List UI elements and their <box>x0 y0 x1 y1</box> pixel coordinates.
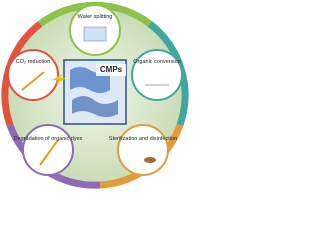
node-label: Organic conversion <box>133 59 180 65</box>
center-label: CMPs <box>100 65 123 74</box>
light-icon <box>52 74 66 84</box>
node-label: Degradation of organic dyes <box>14 136 83 142</box>
icon <box>83 26 107 42</box>
node-label: Sterilization and disinfection <box>109 136 177 142</box>
icon <box>144 157 156 163</box>
label-bg <box>96 64 126 76</box>
node-label: Water splitting <box>78 14 113 20</box>
node-circle <box>7 49 59 101</box>
diagram: Water splitting Organic conversion Steri… <box>1 1 189 189</box>
icon <box>39 139 59 166</box>
node-label: CO₂ reduction <box>16 59 51 65</box>
icon <box>21 71 45 91</box>
node-circle <box>131 49 183 101</box>
network-icon <box>72 96 118 117</box>
node-circle <box>117 124 169 176</box>
node-circle <box>22 124 74 176</box>
